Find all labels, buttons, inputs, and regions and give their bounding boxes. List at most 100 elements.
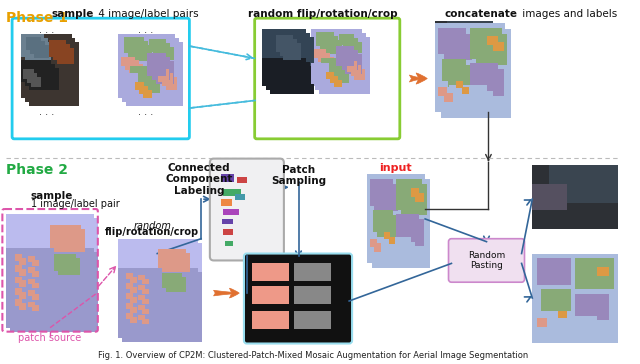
Bar: [10, 218, 98, 332]
Bar: [15, 265, 22, 272]
Bar: [6, 214, 23, 230]
Bar: [122, 243, 202, 272]
Bar: [294, 311, 331, 329]
Bar: [14, 220, 25, 229]
Bar: [456, 81, 463, 88]
Bar: [435, 23, 505, 112]
Text: Phase 1: Phase 1: [6, 11, 68, 25]
Bar: [284, 43, 301, 60]
Bar: [32, 272, 39, 277]
Bar: [444, 93, 452, 102]
Bar: [10, 252, 98, 332]
Bar: [166, 77, 177, 90]
Bar: [142, 279, 148, 284]
Bar: [378, 237, 410, 259]
Bar: [10, 236, 33, 251]
Bar: [270, 37, 314, 94]
Bar: [319, 71, 337, 91]
Bar: [372, 193, 392, 210]
Bar: [118, 34, 175, 98]
Bar: [337, 46, 354, 66]
Bar: [266, 33, 310, 62]
Bar: [262, 58, 307, 86]
Bar: [28, 256, 35, 262]
Bar: [32, 283, 39, 288]
Bar: [329, 66, 349, 83]
Bar: [118, 239, 198, 337]
Bar: [56, 48, 74, 64]
Text: Patch
Sampling: Patch Sampling: [271, 165, 326, 186]
Bar: [330, 76, 338, 83]
Bar: [448, 65, 472, 87]
Bar: [125, 60, 139, 70]
Bar: [31, 222, 44, 234]
Bar: [384, 232, 390, 240]
Bar: [321, 57, 334, 66]
Bar: [129, 64, 143, 74]
Bar: [19, 269, 26, 276]
Text: sample: sample: [31, 191, 73, 201]
Bar: [221, 219, 233, 224]
Bar: [118, 239, 198, 268]
Bar: [311, 63, 329, 84]
Bar: [252, 264, 289, 281]
Bar: [154, 61, 174, 84]
Bar: [596, 267, 609, 276]
Bar: [441, 29, 511, 118]
Bar: [124, 37, 144, 53]
Bar: [221, 199, 232, 206]
Bar: [10, 218, 98, 332]
Bar: [31, 77, 42, 87]
Bar: [223, 189, 241, 196]
Bar: [15, 299, 22, 306]
Bar: [401, 219, 424, 246]
Text: patch source: patch source: [19, 333, 82, 343]
Bar: [134, 70, 156, 90]
Bar: [444, 33, 472, 60]
Bar: [138, 74, 160, 93]
Bar: [21, 34, 44, 56]
Text: images and labels: images and labels: [518, 9, 617, 19]
Bar: [575, 258, 614, 289]
Bar: [118, 239, 198, 337]
Bar: [325, 62, 346, 79]
Bar: [32, 260, 39, 266]
Bar: [438, 28, 467, 54]
Bar: [383, 242, 415, 264]
Bar: [315, 67, 333, 87]
Bar: [266, 33, 310, 90]
Bar: [34, 45, 49, 58]
Bar: [122, 243, 159, 290]
Bar: [347, 61, 356, 72]
Bar: [142, 319, 148, 324]
Bar: [118, 268, 198, 337]
Text: · · ·: · · ·: [138, 110, 153, 120]
Bar: [19, 258, 26, 265]
Bar: [166, 277, 186, 292]
Bar: [339, 33, 354, 45]
Bar: [25, 64, 55, 86]
Bar: [401, 184, 427, 215]
Bar: [138, 315, 145, 320]
Text: Random
Pasting: Random Pasting: [468, 251, 505, 270]
Bar: [316, 32, 334, 46]
Bar: [237, 177, 247, 183]
Bar: [442, 59, 467, 81]
Bar: [262, 29, 307, 86]
Bar: [25, 38, 76, 102]
Bar: [532, 254, 618, 343]
Bar: [377, 174, 417, 201]
Bar: [162, 73, 173, 86]
Bar: [138, 305, 145, 310]
Bar: [470, 28, 502, 59]
Bar: [326, 72, 334, 79]
Bar: [447, 21, 493, 48]
Bar: [149, 39, 166, 52]
Bar: [6, 248, 94, 328]
Bar: [138, 295, 145, 300]
FancyBboxPatch shape: [210, 159, 284, 261]
Text: flip/rotation/crop: flip/rotation/crop: [106, 227, 200, 237]
Bar: [235, 194, 245, 200]
Bar: [126, 313, 132, 319]
Bar: [276, 35, 293, 52]
